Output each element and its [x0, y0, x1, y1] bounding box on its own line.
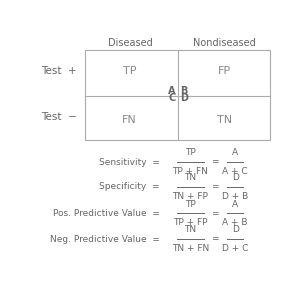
Text: TN + FN: TN + FN	[172, 244, 209, 253]
Text: =: =	[211, 182, 219, 191]
Text: FN: FN	[122, 115, 137, 125]
Text: TP: TP	[185, 148, 196, 157]
Text: Neg. Predictive Value  =: Neg. Predictive Value =	[50, 235, 160, 244]
Text: TP + FN: TP + FN	[173, 167, 208, 176]
Text: A: A	[168, 86, 176, 96]
Text: D: D	[232, 173, 238, 182]
Text: B: B	[180, 86, 188, 96]
Bar	[85, 50, 270, 140]
Text: Nondiseased: Nondiseased	[193, 38, 256, 48]
Text: D + B: D + B	[222, 192, 248, 201]
Text: TP: TP	[123, 66, 136, 75]
Text: FP: FP	[218, 66, 231, 75]
Text: D + C: D + C	[222, 244, 248, 253]
Text: Diseased: Diseased	[108, 38, 153, 48]
Text: =: =	[211, 209, 219, 218]
Text: A + C: A + C	[222, 167, 248, 176]
Text: TP: TP	[185, 200, 196, 209]
Text: =: =	[211, 157, 219, 166]
Text: Sensitivity  =: Sensitivity =	[99, 157, 160, 166]
Text: TN: TN	[185, 173, 197, 182]
Text: A: A	[232, 200, 238, 209]
Text: TN + FP: TN + FP	[173, 192, 208, 201]
Text: D: D	[232, 225, 238, 234]
Text: TN: TN	[217, 115, 232, 125]
Text: D: D	[180, 93, 188, 103]
Text: Pos. Predictive Value  =: Pos. Predictive Value =	[53, 209, 160, 218]
Text: Test  −: Test −	[41, 113, 77, 122]
Text: TP + FP: TP + FP	[173, 218, 208, 227]
Text: TN: TN	[185, 225, 197, 234]
Text: Specificity  =: Specificity =	[99, 182, 160, 191]
Text: Test  +: Test +	[41, 66, 77, 75]
Text: A + B: A + B	[222, 218, 248, 227]
Text: =: =	[211, 235, 219, 244]
Text: A: A	[232, 148, 238, 157]
Text: C: C	[168, 93, 176, 103]
